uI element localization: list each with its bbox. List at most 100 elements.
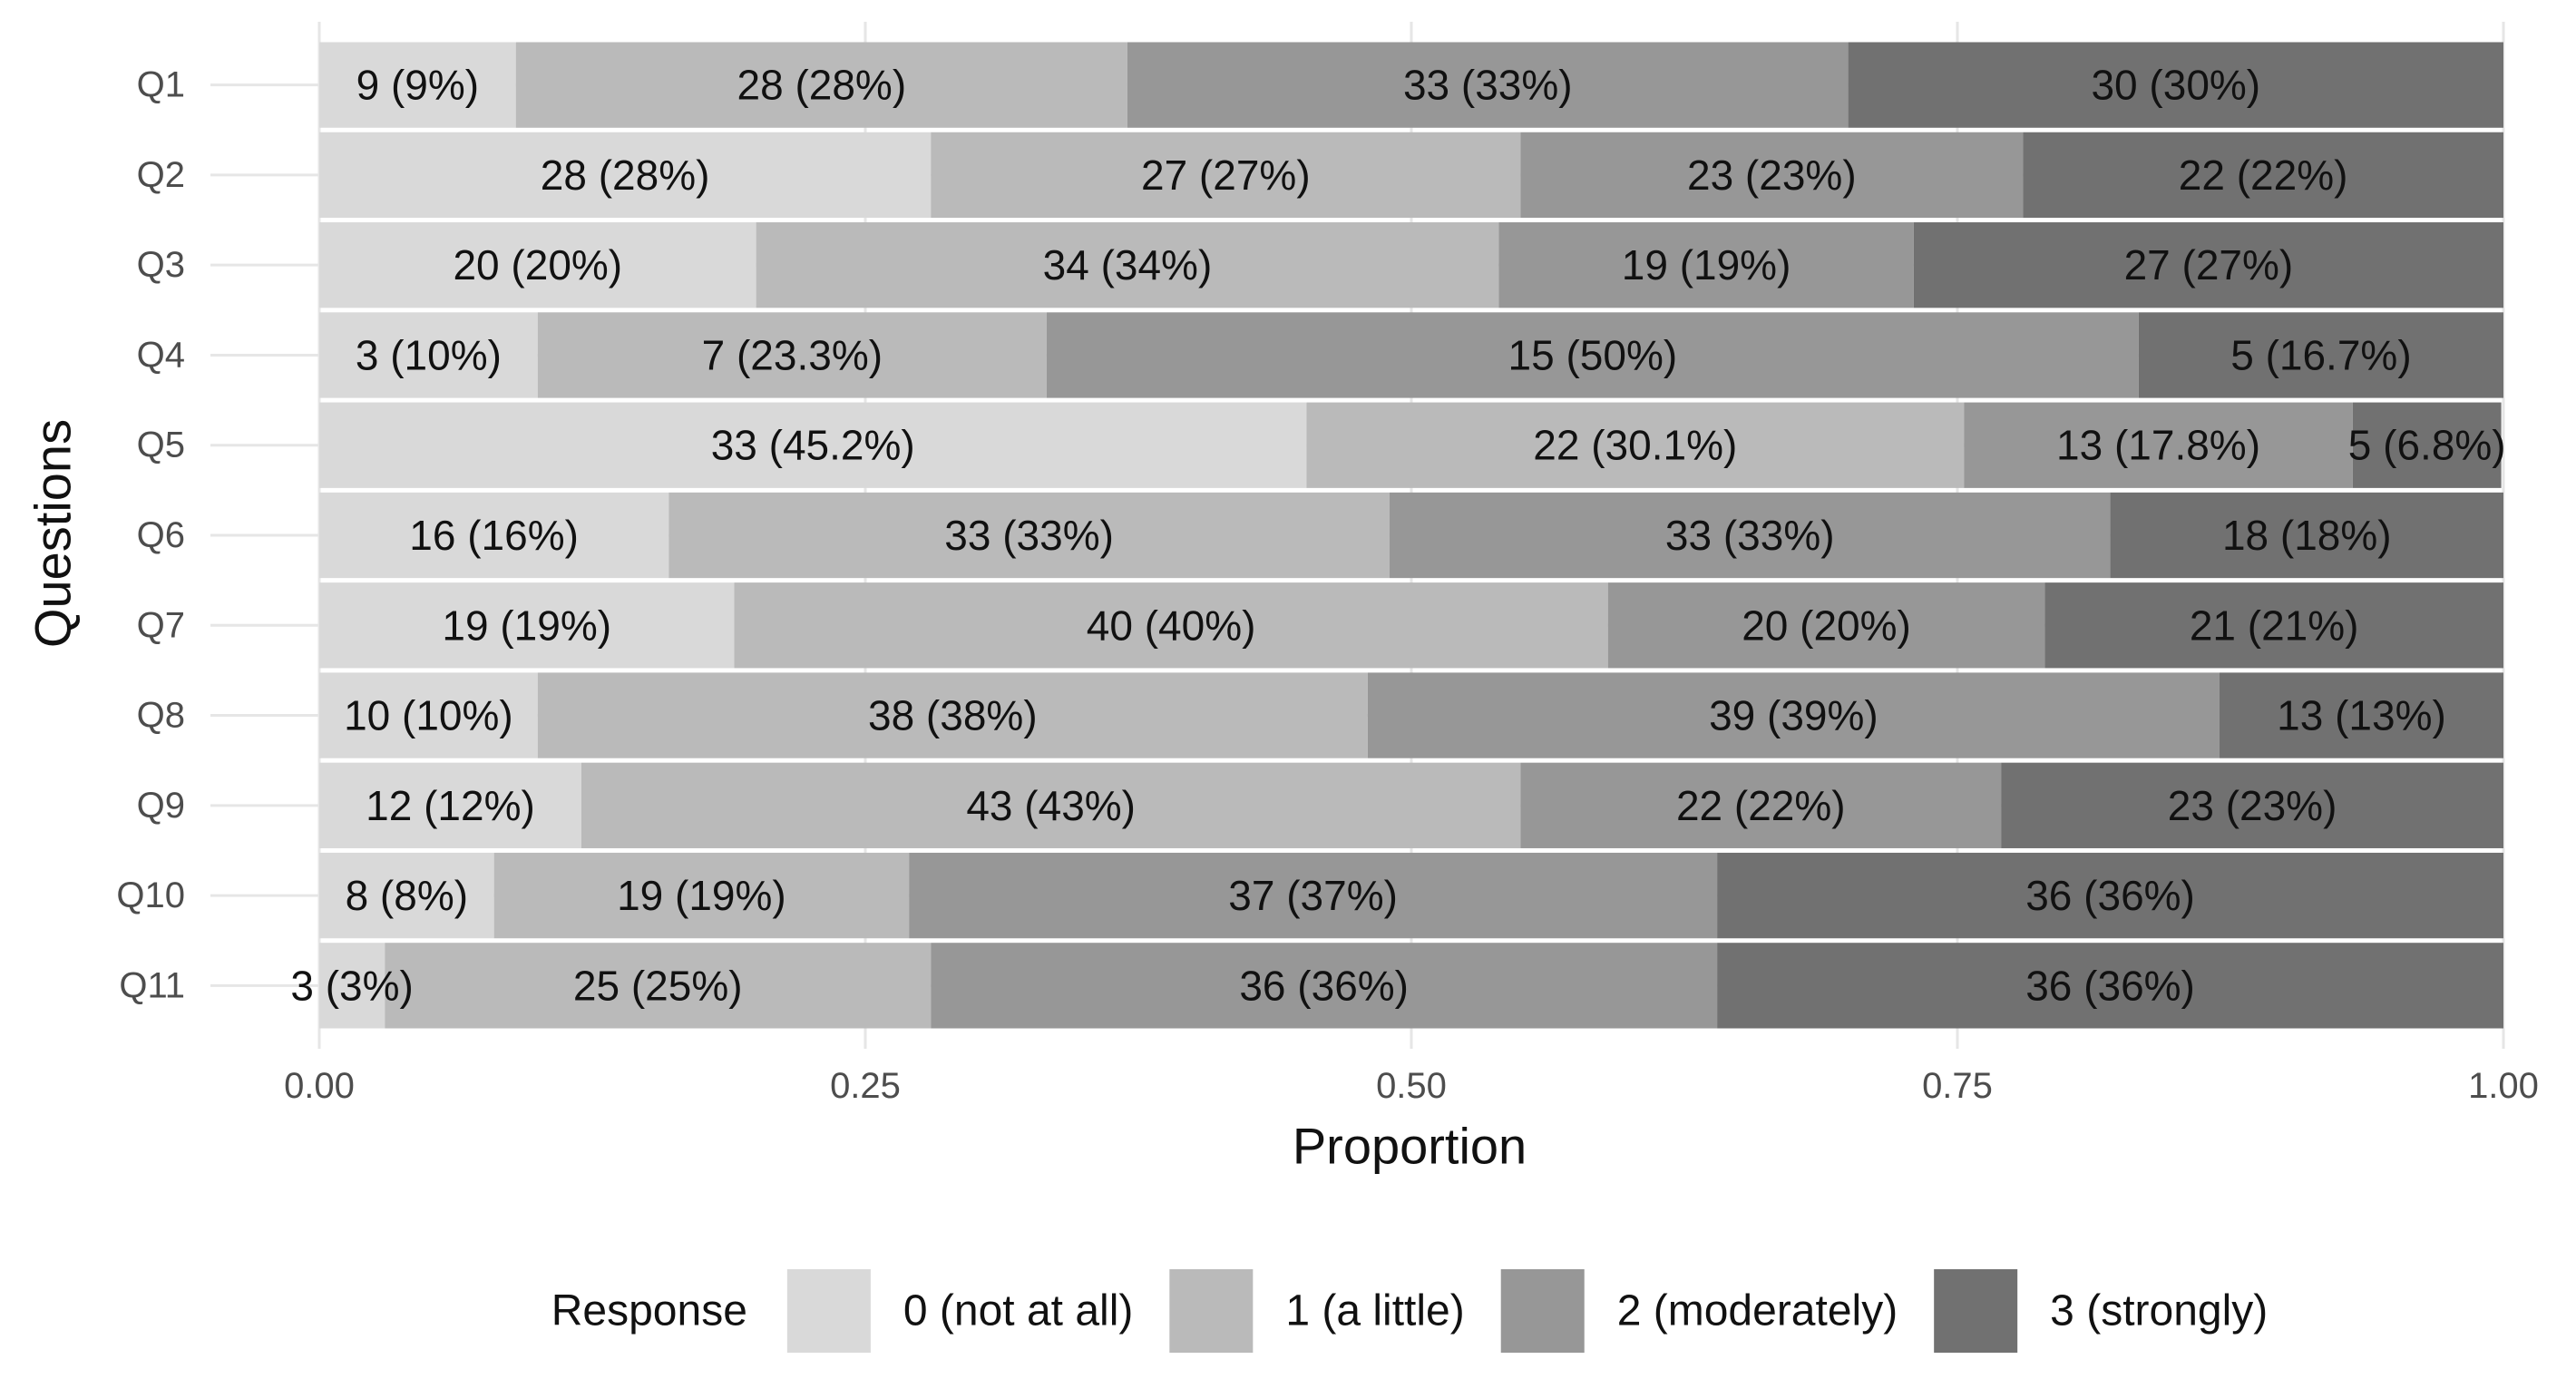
y-tick-label: Q8 bbox=[137, 696, 185, 736]
data-label: 19 (19%) bbox=[617, 872, 786, 919]
data-label: 13 (13%) bbox=[2277, 692, 2446, 739]
data-label: 12 (12%) bbox=[366, 782, 535, 829]
data-label: 43 (43%) bbox=[966, 782, 1136, 829]
data-label: 7 (23.3%) bbox=[702, 331, 883, 378]
bar-segment bbox=[1964, 402, 2353, 488]
data-label: 23 (23%) bbox=[2168, 782, 2337, 829]
y-tick-label: Q3 bbox=[137, 245, 185, 285]
bar-segment bbox=[2001, 762, 2503, 848]
data-label: 33 (33%) bbox=[944, 512, 1114, 559]
bar-segment bbox=[756, 222, 1499, 308]
data-label: 25 (25%) bbox=[573, 962, 743, 1009]
data-label: 28 (28%) bbox=[737, 62, 907, 109]
data-label: 33 (45.2%) bbox=[711, 422, 915, 469]
bar-segment bbox=[319, 402, 1307, 488]
y-tick-label: Q11 bbox=[119, 965, 185, 1005]
bar-segment bbox=[515, 42, 1127, 128]
bar-segment bbox=[319, 42, 516, 128]
x-axis-title: Proportion bbox=[1293, 1118, 1527, 1175]
bar-segment bbox=[2044, 582, 2503, 669]
data-label: 3 (3%) bbox=[290, 962, 413, 1009]
legend-swatch bbox=[1500, 1269, 1585, 1353]
bar-segment bbox=[1520, 762, 2002, 848]
data-label: 9 (9%) bbox=[356, 62, 479, 109]
data-label: 37 (37%) bbox=[1228, 872, 1398, 919]
y-tick-label: Q10 bbox=[116, 875, 185, 915]
bar-segment bbox=[319, 852, 494, 939]
bar-segment bbox=[2138, 312, 2503, 398]
legend-label: 1 (a little) bbox=[1285, 1287, 1464, 1335]
bar-segment bbox=[319, 492, 669, 579]
data-label: 39 (39%) bbox=[1709, 692, 1878, 739]
bar-segment bbox=[319, 222, 756, 308]
bar-segment bbox=[493, 852, 910, 939]
bar-segment bbox=[734, 582, 1608, 669]
x-tick-label: 1.00 bbox=[2468, 1066, 2539, 1106]
bar-segment bbox=[1520, 132, 2024, 219]
bar-segment bbox=[319, 312, 538, 398]
bar-segment bbox=[581, 762, 1521, 848]
bar-segment bbox=[1127, 42, 1849, 128]
bars bbox=[319, 42, 2503, 1029]
bar-segment bbox=[931, 132, 1521, 219]
bar-segment bbox=[1717, 943, 2503, 1029]
legend-label: 3 (strongly) bbox=[2050, 1287, 2268, 1335]
data-label: 5 (16.7%) bbox=[2230, 331, 2411, 378]
bar-segment bbox=[668, 492, 1390, 579]
legend-swatch bbox=[1169, 1269, 1254, 1353]
data-label: 33 (33%) bbox=[1665, 512, 1835, 559]
bar-segment bbox=[931, 943, 1718, 1029]
x-tick-label: 0.25 bbox=[830, 1066, 901, 1106]
data-label: 16 (16%) bbox=[409, 512, 579, 559]
bar-segment bbox=[1717, 852, 2503, 939]
legend-title: Response bbox=[551, 1287, 747, 1335]
data-label: 28 (28%) bbox=[541, 152, 710, 199]
data-label: 5 (6.8%) bbox=[2348, 422, 2506, 469]
data-label: 19 (19%) bbox=[1622, 241, 1791, 289]
bar-segment bbox=[2219, 672, 2503, 758]
data-label: 30 (30%) bbox=[2091, 62, 2260, 109]
data-label: 20 (20%) bbox=[453, 241, 622, 289]
bar-segment bbox=[319, 582, 735, 669]
data-label: 15 (50%) bbox=[1508, 331, 1678, 378]
y-tick-label: Q6 bbox=[137, 515, 185, 555]
bar-segment bbox=[2352, 402, 2502, 488]
y-axis-title: Questions bbox=[24, 419, 82, 648]
y-tick-label: Q7 bbox=[137, 605, 185, 645]
bar-segment bbox=[909, 852, 1718, 939]
bar-segment bbox=[1913, 222, 2503, 308]
legend-label: 2 (moderately) bbox=[1617, 1287, 1898, 1335]
bar-segment bbox=[1607, 582, 2045, 669]
data-label: 36 (36%) bbox=[2025, 872, 2195, 919]
data-labels: 9 (9%) 28 (28%) 33 (33%) 30 (30%) 28 (28%) 27… bbox=[290, 62, 2505, 1010]
bar-segment bbox=[1498, 222, 1914, 308]
data-label: 40 (40%) bbox=[1087, 601, 1256, 649]
bar-segment bbox=[385, 943, 932, 1029]
data-label: 19 (19%) bbox=[442, 601, 611, 649]
bar-segment bbox=[1046, 312, 2139, 398]
bar-segment bbox=[1848, 42, 2503, 128]
data-label: 27 (27%) bbox=[2124, 241, 2294, 289]
legend-label: 0 (not at all) bbox=[903, 1287, 1133, 1335]
x-tick-label: 0.00 bbox=[284, 1066, 355, 1106]
bar-segment bbox=[1367, 672, 2220, 758]
data-label: 22 (30.1%) bbox=[1533, 422, 1737, 469]
data-label: 23 (23%) bbox=[1687, 152, 1857, 199]
y-tick-label: Q4 bbox=[137, 335, 185, 375]
y-tick-label: Q9 bbox=[137, 786, 185, 826]
data-label: 3 (10%) bbox=[356, 331, 502, 378]
x-tick-label: 0.50 bbox=[1376, 1066, 1447, 1106]
x-tick-label: 0.75 bbox=[1922, 1066, 1993, 1106]
data-label: 8 (8%) bbox=[346, 872, 468, 919]
legend: Response 0 (not at all) 1 (a little) 2 (mod… bbox=[551, 1269, 2268, 1353]
data-label: 36 (36%) bbox=[1239, 962, 1409, 1009]
data-label: 21 (21%) bbox=[2190, 601, 2359, 649]
data-label: 22 (22%) bbox=[1676, 782, 1846, 829]
data-label: 13 (17.8%) bbox=[2056, 422, 2260, 469]
y-tick-label: Q1 bbox=[137, 65, 185, 105]
data-label: 33 (33%) bbox=[1403, 62, 1573, 109]
bar-segment bbox=[1306, 402, 1965, 488]
bar-segment bbox=[319, 762, 581, 848]
bar-segment bbox=[319, 672, 538, 758]
